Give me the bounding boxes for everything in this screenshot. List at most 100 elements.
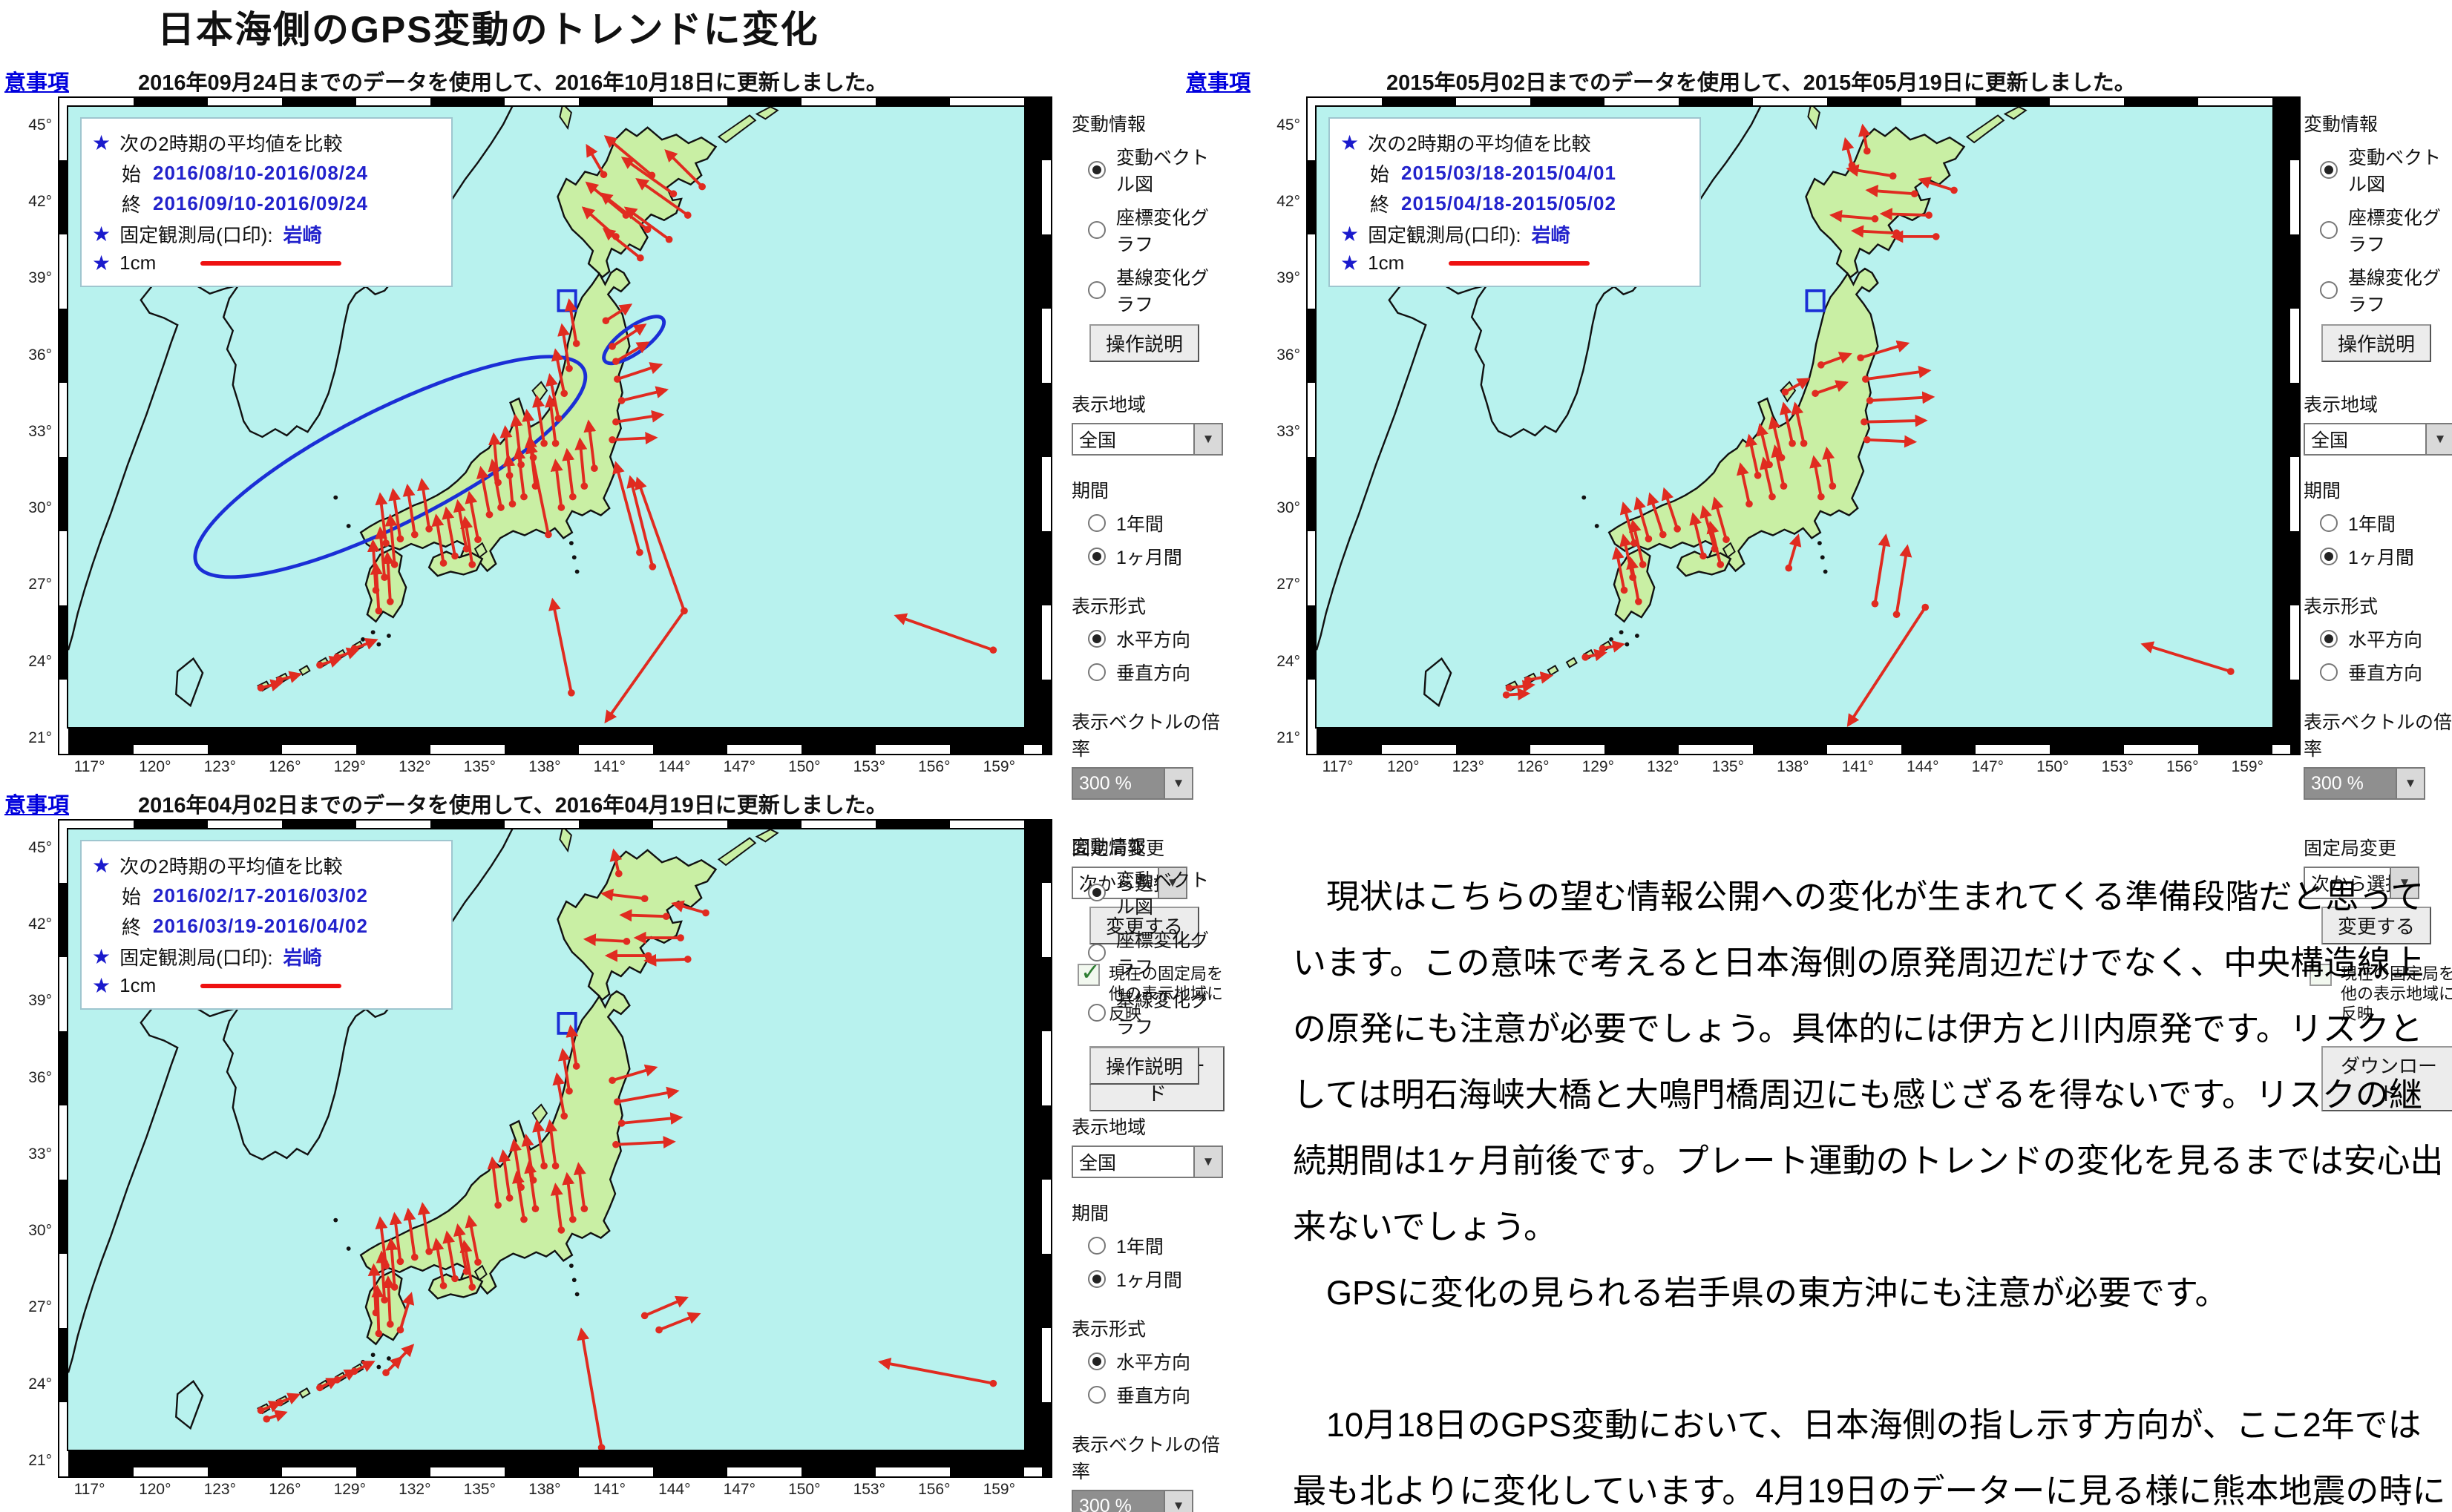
- radio-label: 基線変化グラフ: [1116, 990, 1210, 1038]
- legend-scale-label: 1cm: [119, 974, 157, 996]
- notice-link[interactable]: 意事項: [4, 71, 70, 95]
- radio-icon[interactable]: [1088, 630, 1106, 648]
- radio-icon[interactable]: [2320, 221, 2338, 239]
- vector-scale-select[interactable]: 300 % ▼: [1072, 767, 1193, 800]
- chevron-down-icon[interactable]: ▼: [2390, 868, 2418, 898]
- notice-link[interactable]: 意事項: [4, 794, 70, 818]
- radio-icon[interactable]: [1088, 161, 1106, 179]
- vector-scale-select[interactable]: 300 % ▼: [1072, 1490, 1193, 1512]
- chevron-down-icon[interactable]: ▼: [1164, 769, 1192, 798]
- star-icon: ★: [92, 945, 111, 968]
- radio-icon[interactable]: [2320, 663, 2338, 681]
- radio-horizontal[interactable]: 水平方向: [1088, 1348, 1225, 1375]
- reflect-checkbox[interactable]: ✓: [1078, 959, 1101, 986]
- chevron-down-icon[interactable]: ▼: [2425, 424, 2452, 454]
- radio-period-1year[interactable]: 1年間: [1088, 510, 1225, 536]
- star-icon: ★: [1340, 252, 1360, 275]
- vector-scale-value: 300 %: [2311, 772, 2364, 794]
- vector-map[interactable]: ★ 次の2時期の平均値を比較 始 2016/08/10-2016/08/24 終…: [67, 105, 1026, 729]
- radio-baseline-graph[interactable]: 基線変化グラフ: [2320, 263, 2452, 317]
- radio-icon[interactable]: [1088, 1352, 1106, 1370]
- map-panel-2016-04: 意事項 2016年04月02日までのデータを使用して、2016年04月19日に更…: [0, 785, 1248, 1508]
- download-button[interactable]: ダウンロード: [2321, 1046, 2452, 1111]
- radio-icon[interactable]: [1088, 1270, 1106, 1288]
- region-select[interactable]: 全国 ▼: [1072, 1145, 1223, 1178]
- chevron-down-icon[interactable]: ▼: [1193, 1147, 1222, 1177]
- radio-vertical[interactable]: 垂直方向: [2320, 659, 2452, 686]
- region-select[interactable]: 全国 ▼: [1072, 423, 1223, 456]
- radio-period-1month[interactable]: 1ヶ月間: [1088, 1266, 1225, 1292]
- radio-period-1month[interactable]: 1ヶ月間: [1088, 543, 1225, 570]
- radio-label: 垂直方向: [2348, 663, 2423, 684]
- radio-vector-map[interactable]: 変動ベクトル図: [2320, 143, 2452, 197]
- radio-icon[interactable]: [1088, 1386, 1106, 1404]
- radio-icon[interactable]: [1088, 663, 1106, 681]
- radio-icon[interactable]: [2320, 630, 2338, 648]
- radio-icon[interactable]: [2320, 161, 2338, 179]
- radio-label: 水平方向: [1116, 1352, 1191, 1373]
- fixed-station-select[interactable]: 次から選択▼: [2304, 867, 2419, 899]
- radio-vector-map[interactable]: 変動ベクトル図: [1088, 866, 1225, 919]
- reflect-checkbox[interactable]: ✓: [2310, 964, 2332, 986]
- update-status-text: 2016年04月02日までのデータを使用して、2016年04月19日に更新しまし…: [138, 794, 888, 818]
- radio-period-1year[interactable]: 1年間: [2320, 510, 2452, 536]
- radio-icon[interactable]: [1088, 944, 1106, 962]
- radio-icon[interactable]: [1088, 884, 1106, 901]
- vector-scale-select[interactable]: 300 % ▼: [2304, 767, 2425, 800]
- map-frame: ★ 次の2時期の平均値を比較 始 2016/02/17-2016/03/02 終…: [58, 819, 1052, 1478]
- latitude-axis: 45° 42° 39° 36° 33° 30° 27° 24° 21°: [28, 838, 52, 1470]
- chevron-down-icon[interactable]: ▼: [1193, 424, 1222, 454]
- radio-icon[interactable]: [2320, 548, 2338, 565]
- japan-map-canvas[interactable]: [68, 107, 1024, 727]
- change-button[interactable]: 変更する: [2321, 907, 2432, 944]
- radio-icon[interactable]: [2320, 281, 2338, 299]
- radio-coordinate-graph[interactable]: 座標変化グラフ: [2320, 203, 2452, 257]
- update-status-text: 2015年05月02日までのデータを使用して、2015年05月19日に更新しまし…: [1386, 71, 2136, 95]
- chevron-down-icon[interactable]: ▼: [1164, 1491, 1192, 1512]
- radio-coordinate-graph[interactable]: 座標変化グラフ: [1088, 926, 1225, 979]
- frame-dashes: [1042, 98, 1051, 754]
- scale-bar-1cm: [200, 983, 342, 988]
- radio-icon[interactable]: [1088, 514, 1106, 532]
- frame-dashes: [2290, 98, 2299, 754]
- map-legend: ★ 次の2時期の平均値を比較 始 2016/08/10-2016/08/24 終…: [80, 117, 453, 287]
- chevron-down-icon[interactable]: ▼: [2396, 769, 2424, 798]
- legend-start-label: 始: [122, 886, 142, 908]
- radio-icon[interactable]: [1088, 281, 1106, 299]
- help-button[interactable]: 操作説明: [1089, 1047, 1200, 1085]
- notice-link[interactable]: 意事項: [1186, 71, 1251, 95]
- radio-baseline-graph[interactable]: 基線変化グラフ: [1088, 263, 1225, 317]
- longitude-axis: 117° 120° 123° 126° 129° 132° 135° 138° 141° 144°…: [1322, 758, 2264, 775]
- radio-vertical[interactable]: 垂直方向: [1088, 659, 1225, 686]
- radio-icon[interactable]: [2320, 514, 2338, 532]
- map-legend: ★ 次の2時期の平均値を比較 始 2015/03/18-2015/04/01 終…: [1328, 117, 1701, 287]
- legend-compare-label: 次の2時期の平均値を比較: [119, 855, 343, 878]
- radio-coordinate-graph[interactable]: 座標変化グラフ: [1088, 203, 1225, 257]
- radio-icon[interactable]: [1088, 221, 1106, 239]
- vector-map[interactable]: ★ 次の2時期の平均値を比較 始 2016/02/17-2016/03/02 終…: [67, 828, 1026, 1451]
- update-status-text: 2016年09月24日までのデータを使用して、2016年10月18日に更新しまし…: [138, 71, 888, 95]
- vector-map[interactable]: ★ 次の2時期の平均値を比較 始 2015/03/18-2015/04/01 終…: [1315, 105, 2274, 729]
- radio-icon[interactable]: [1088, 1004, 1106, 1022]
- japan-map-canvas[interactable]: [68, 829, 1024, 1450]
- radio-horizontal[interactable]: 水平方向: [2320, 625, 2452, 652]
- radio-icon[interactable]: [1088, 1237, 1106, 1255]
- help-button[interactable]: 操作説明: [1089, 324, 1200, 362]
- help-button[interactable]: 操作説明: [2321, 324, 2432, 362]
- radio-label: 座標変化グラフ: [1116, 208, 1210, 255]
- period-label: 期間: [1072, 1203, 1109, 1224]
- radio-period-1year[interactable]: 1年間: [1088, 1232, 1225, 1259]
- japan-map-canvas[interactable]: [1317, 107, 2272, 727]
- chevron-down-icon[interactable]: ▼: [1158, 868, 1186, 898]
- radio-label: 1年間: [1116, 1237, 1164, 1258]
- radio-horizontal[interactable]: 水平方向: [1088, 625, 1225, 652]
- map-legend: ★ 次の2時期の平均値を比較 始 2016/02/17-2016/03/02 終…: [80, 840, 453, 1010]
- radio-icon[interactable]: [1088, 548, 1106, 565]
- region-select[interactable]: 全国 ▼: [2304, 423, 2452, 456]
- radio-period-1month[interactable]: 1ヶ月間: [2320, 543, 2452, 570]
- radio-baseline-graph[interactable]: 基線変化グラフ: [1088, 986, 1225, 1039]
- change-button[interactable]: 変更する: [1089, 907, 1200, 944]
- radio-vector-map[interactable]: 変動ベクトル図: [1088, 143, 1225, 197]
- radio-vertical[interactable]: 垂直方向: [1088, 1381, 1225, 1408]
- region-value: 全国: [1079, 1153, 1117, 1174]
